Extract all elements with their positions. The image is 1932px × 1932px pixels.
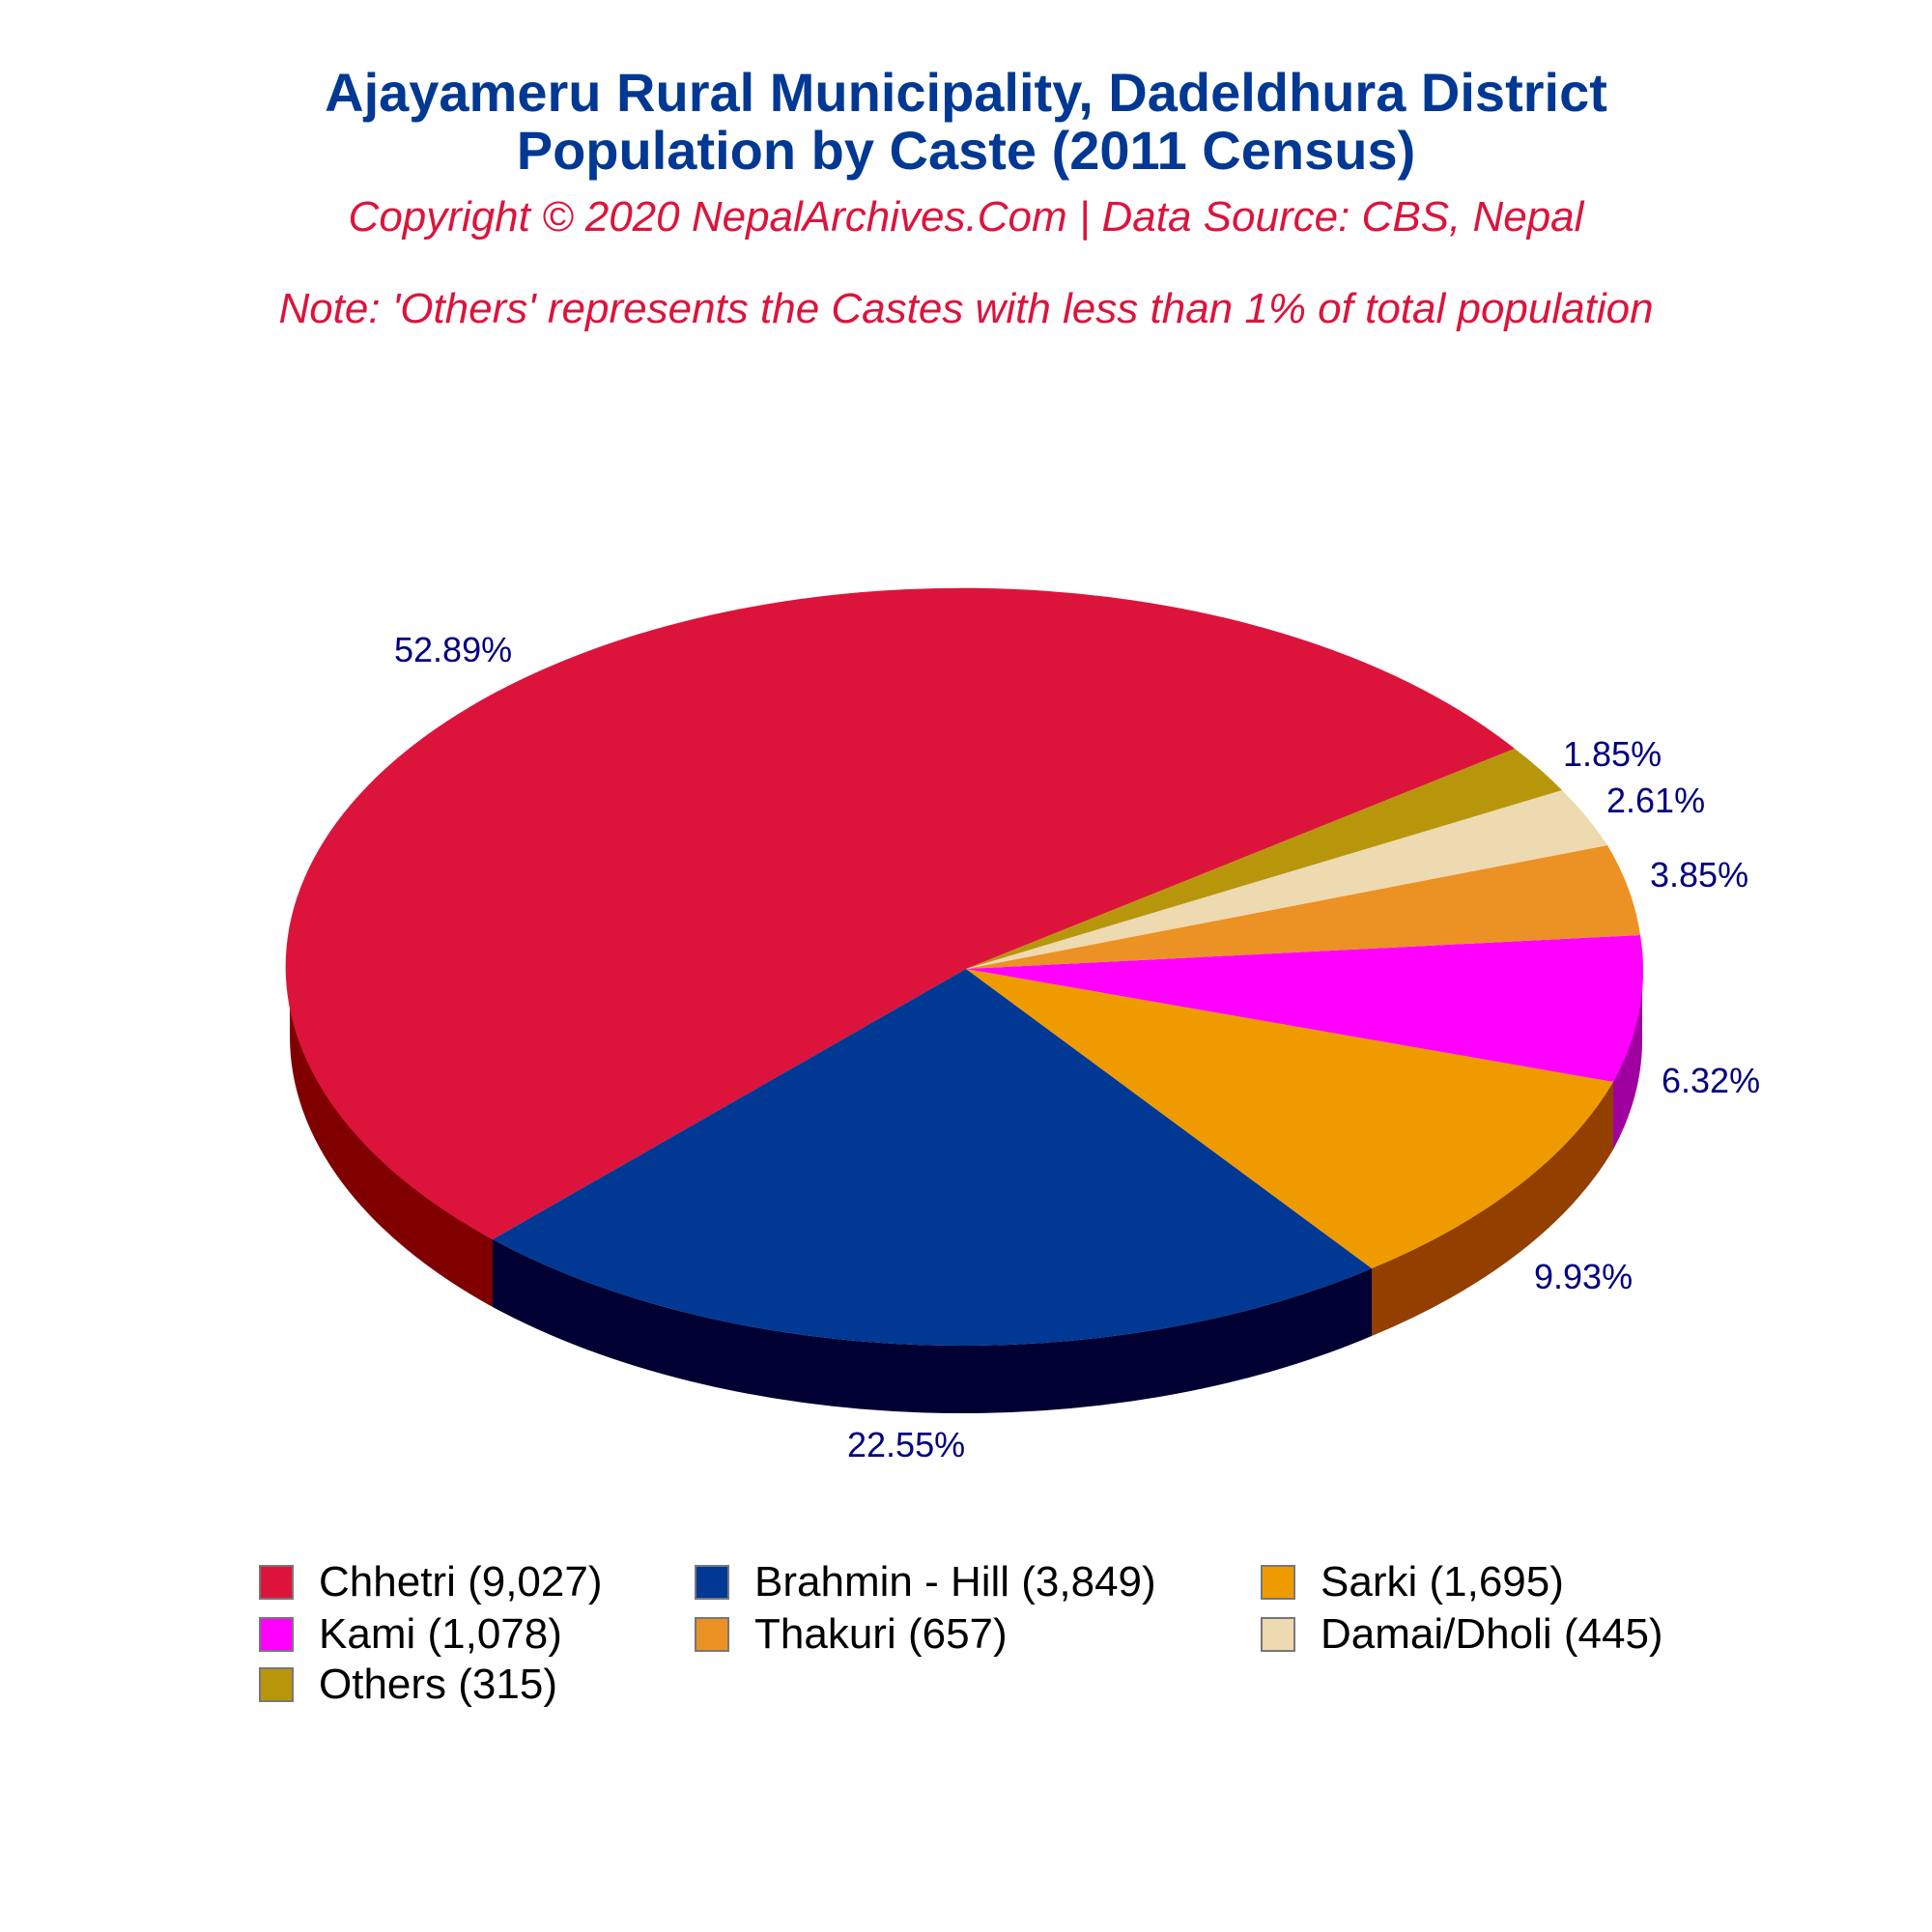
legend-label: Chhetri (9,027)	[319, 1558, 603, 1605]
chart-note: Note: 'Others' represents the Castes wit…	[278, 285, 1654, 332]
legend-label: Thakuri (657)	[754, 1610, 1008, 1658]
wedge-sarki[interactable]	[966, 969, 1613, 1268]
wedge-kami[interactable]	[966, 935, 1644, 1082]
legend-swatch	[259, 1667, 294, 1702]
legend-item-brahmin[interactable]: Brahmin - Hill (3,849)	[695, 1555, 1156, 1609]
legend-item-sarki[interactable]: Sarki (1,695)	[1261, 1555, 1564, 1609]
legend-label: Damai/Dholi (445)	[1321, 1610, 1663, 1658]
legend-item-damai[interactable]: Damai/Dholi (445)	[1261, 1607, 1663, 1662]
label-kami: 6.32%	[1662, 1061, 1760, 1100]
label-chhetri: 52.89%	[394, 630, 512, 669]
label-damai: 2.61%	[1606, 781, 1705, 820]
legend-item-chhetri[interactable]: Chhetri (9,027)	[259, 1555, 602, 1609]
chart-subtitle: Copyright © 2020 NepalArchives.Com | Dat…	[348, 193, 1584, 241]
legend-swatch	[695, 1565, 729, 1600]
wedge-thakuri[interactable]	[966, 845, 1640, 969]
legend-swatch	[1261, 1565, 1295, 1600]
label-sarki: 9.93%	[1534, 1257, 1633, 1296]
chart-title-line2: Population by Caste (2011 Census)	[516, 120, 1416, 181]
legend-swatch	[695, 1617, 729, 1652]
label-brahmin: 22.55%	[847, 1425, 965, 1464]
legend-item-others[interactable]: Others (315)	[259, 1658, 557, 1712]
legend-swatch	[1261, 1617, 1295, 1652]
legend-label: Kami (1,078)	[319, 1610, 562, 1658]
legend-item-thakuri[interactable]: Thakuri (657)	[695, 1607, 1008, 1662]
legend-label: Brahmin - Hill (3,849)	[754, 1558, 1156, 1605]
label-others: 1.85%	[1563, 734, 1662, 774]
label-thakuri: 3.85%	[1650, 855, 1748, 895]
legend-label: Sarki (1,695)	[1321, 1558, 1564, 1605]
wedge-brahmin[interactable]	[493, 969, 1372, 1346]
wedge-chhetri[interactable]	[285, 587, 1515, 1239]
wedge-others[interactable]	[966, 749, 1562, 969]
legend-swatch	[259, 1617, 294, 1652]
chart-title-line1: Ajayameru Rural Municipality, Dadeldhura…	[325, 62, 1607, 123]
pie-top	[285, 587, 1644, 1346]
legend-item-kami[interactable]: Kami (1,078)	[259, 1607, 562, 1662]
pie-side-walls	[290, 969, 1643, 1413]
wedge-damai[interactable]	[966, 790, 1607, 969]
legend-swatch	[259, 1565, 294, 1600]
legend-label: Others (315)	[319, 1661, 557, 1708]
